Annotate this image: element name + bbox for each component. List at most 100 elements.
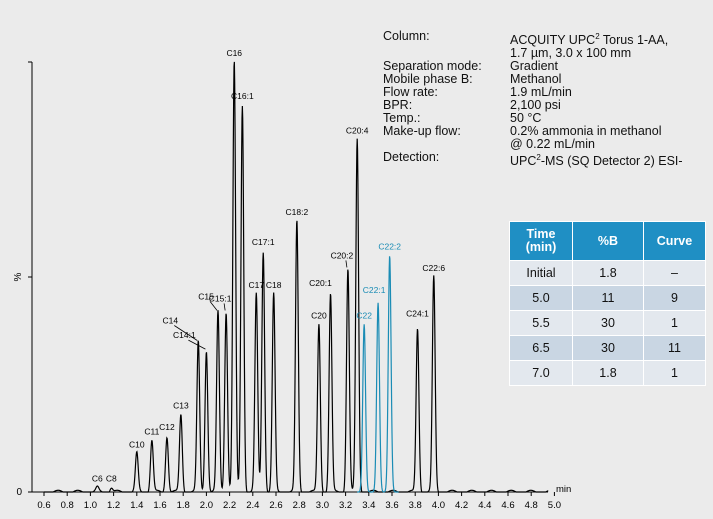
param-value: 1.9 mL/min	[510, 85, 572, 100]
x-tick-label: 3.2	[339, 500, 352, 511]
gradient-table-cell: 9	[643, 285, 706, 311]
x-tick-label: 4.4	[478, 500, 491, 511]
x-tick-label: 3.0	[316, 500, 329, 511]
param-row: Flow rate: 1.9 mL/min	[383, 86, 683, 99]
x-tick-label: 0.6	[37, 500, 50, 511]
peak-label: C11	[144, 426, 159, 436]
method-parameters: Column: ACQUITY UPC2 Torus 1-AA, 1.7 µm, …	[383, 29, 683, 168]
peak-label: C22	[356, 310, 372, 320]
param-row: Temp.: 50 °C	[383, 112, 683, 125]
param-row: Column: ACQUITY UPC2 Torus 1-AA, 1.7 µm, …	[383, 29, 683, 61]
peak-label: C20:2	[331, 250, 354, 260]
chromatogram-trace	[44, 61, 549, 493]
param-value: 2,100 psi	[510, 98, 561, 113]
gradient-table-cell: 1.8	[572, 260, 644, 286]
x-tick-label: 1.0	[84, 500, 97, 511]
peak-label: C16	[226, 48, 242, 58]
param-label: Temp.:	[383, 111, 421, 126]
peak-label: C15:1	[209, 293, 232, 303]
param-value: UPC2-MS (SQ Detector 2) ESI-	[510, 153, 683, 169]
peak-label: C15	[198, 291, 214, 301]
x-tick-label: 4.2	[455, 500, 468, 511]
param-value: 0.2% ammonia in methanol @ 0.22 mL/min	[510, 124, 662, 152]
gradient-table-cell: 30	[572, 310, 644, 336]
gradient-table-row: 6.5 30 11	[509, 335, 706, 361]
gradient-table-cell: –	[643, 260, 706, 286]
x-axis-ticks: 0.6 0.8 1.0 1.2 1.4 1.6 1.8 2.0 2.2 2.4 2.6 2.8 3.0 3…	[37, 492, 561, 511]
header-percent-b: %B	[572, 221, 644, 261]
gradient-table-header: Time (min) %B Curve	[509, 221, 706, 261]
param-label: Column:	[383, 29, 430, 43]
peak-label: C18	[266, 280, 282, 290]
x-axis-label: min	[556, 484, 571, 495]
x-tick-label: 1.2	[107, 500, 120, 511]
peak-label: C17	[248, 280, 264, 290]
x-tick-label: 5.0	[548, 500, 561, 511]
gradient-table-row: 5.0 11 9	[509, 285, 706, 311]
x-tick-label: 4.6	[501, 500, 514, 511]
gradient-table-cell: 5.0	[509, 285, 573, 311]
peak-label: C20:4	[346, 125, 369, 135]
param-row: Detection: UPC2-MS (SQ Detector 2) ESI-	[383, 151, 683, 168]
gradient-table-cell: 11	[572, 285, 644, 311]
peak-label: C6	[92, 474, 103, 484]
peak-leader-line	[223, 303, 226, 311]
param-label: BPR:	[383, 98, 413, 113]
x-tick-label: 4.0	[432, 500, 445, 511]
x-tick-label: 1.8	[177, 500, 190, 511]
peak-label: C24:1	[406, 309, 429, 319]
peak-label: C22:1	[363, 285, 386, 295]
gradient-table-cell: Initial	[509, 260, 573, 286]
x-tick-label: 3.6	[385, 500, 398, 511]
param-value: 50 °C	[510, 111, 542, 126]
peak-leader-line	[209, 301, 218, 311]
peak-leader-line	[188, 339, 206, 350]
x-tick-label: 3.8	[409, 500, 422, 511]
peak-leader-line	[174, 325, 198, 341]
x-tick-label: 3.4	[362, 500, 375, 511]
chromatogram-trace-c22	[357, 256, 399, 493]
peak-label: C20:1	[309, 278, 332, 288]
gradient-table-cell: 7.0	[509, 360, 573, 386]
superscript: 2	[595, 32, 600, 41]
peak-label: C20	[311, 310, 327, 320]
peak-label: C17:1	[252, 237, 275, 247]
x-tick-label: 0.8	[61, 500, 74, 511]
gradient-table-cell: 1	[643, 310, 706, 336]
peak-leader-line	[345, 260, 348, 268]
param-row: Separation mode: Gradient	[383, 60, 683, 73]
x-tick-label: 2.0	[200, 500, 213, 511]
gradient-table-cell: 1	[643, 360, 706, 386]
x-tick-label: 2.4	[246, 500, 259, 511]
gradient-table-row: Initial 1.8–	[509, 260, 706, 286]
header-curve: Curve	[643, 221, 706, 261]
peak-label: C22:2	[378, 242, 401, 252]
param-label: Detection:	[383, 150, 440, 165]
peak-label: C10	[129, 439, 145, 449]
param-label: Make-up flow:	[383, 124, 461, 139]
peak-label: C12	[159, 422, 175, 432]
param-value: Gradient	[510, 59, 558, 74]
gradient-table-cell: 30	[572, 335, 644, 361]
x-tick-label: 2.8	[293, 500, 306, 511]
param-label: Separation mode:	[383, 59, 482, 74]
y-axis-label: %	[13, 272, 24, 281]
x-tick-label: 2.2	[223, 500, 236, 511]
header-time: Time (min)	[509, 221, 573, 261]
peak-label: C13	[173, 401, 189, 411]
x-tick-label: 2.6	[269, 500, 282, 511]
gradient-table-cell: 6.5	[509, 335, 573, 361]
gradient-table-row: 5.5 30 1	[509, 310, 706, 336]
superscript: 2	[536, 153, 541, 163]
param-value: ACQUITY UPC2 Torus 1-AA, 1.7 µm, 3.0 x 1…	[510, 32, 669, 61]
x-tick-label: 4.8	[525, 500, 538, 511]
peak-label: C16:1	[231, 91, 254, 101]
gradient-table-cell: 5.5	[509, 310, 573, 336]
gradient-table-row: 7.0 1.8 1	[509, 360, 706, 386]
param-row: Mobile phase B: Methanol	[383, 73, 683, 86]
gradient-table-cell: 11	[643, 335, 706, 361]
gradient-table-cell: 1.8	[572, 360, 644, 386]
peak-label: C18:2	[286, 207, 309, 217]
peak-label: C14:1	[173, 330, 196, 340]
